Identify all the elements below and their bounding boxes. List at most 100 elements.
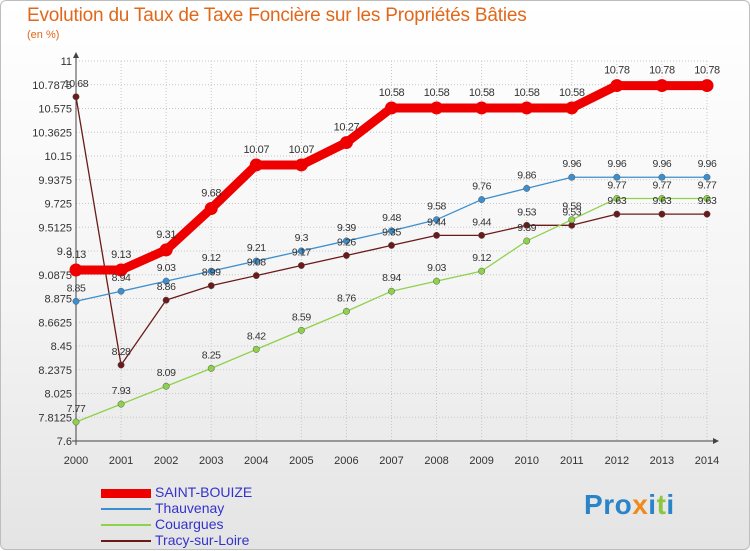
data-point-tracy-sur-loire xyxy=(658,210,666,218)
data-label-thauvenay: 9.39 xyxy=(337,222,356,234)
data-point-saint-bouize xyxy=(249,158,263,172)
data-label-tracy-sur-loire: 9.63 xyxy=(653,195,672,207)
data-point-thauvenay xyxy=(478,196,486,204)
x-tick-label: 2001 xyxy=(109,455,133,467)
data-label-thauvenay: 9.03 xyxy=(157,262,176,274)
data-point-tracy-sur-loire xyxy=(478,231,486,239)
legend-swatch xyxy=(101,508,151,510)
x-tick-label: 2014 xyxy=(695,455,719,467)
data-point-couargues xyxy=(207,364,215,372)
data-point-saint-bouize xyxy=(339,136,353,150)
data-point-saint-bouize xyxy=(655,79,669,93)
data-label-tracy-sur-loire: 9.44 xyxy=(427,216,446,228)
data-label-thauvenay: 8.85 xyxy=(67,282,86,294)
series-lines xyxy=(69,79,714,426)
data-label-tracy-sur-loire: 9.53 xyxy=(517,206,536,218)
y-tick-label: 8.6625 xyxy=(38,317,72,329)
data-label-saint-bouize: 9.68 xyxy=(201,188,221,200)
data-label-couargues: 9.58 xyxy=(562,201,581,213)
data-point-thauvenay xyxy=(433,216,441,224)
x-tick-label: 2009 xyxy=(469,455,493,467)
data-label-tracy-sur-loire: 9.26 xyxy=(337,236,356,248)
y-tick-label: 9.9375 xyxy=(38,175,72,187)
data-point-couargues xyxy=(613,195,621,202)
data-label-thauvenay: 8.94 xyxy=(112,272,131,284)
data-point-tracy-sur-loire xyxy=(162,296,170,304)
data-point-tracy-sur-loire xyxy=(252,272,260,280)
y-tick-label: 10.575 xyxy=(38,104,72,116)
data-label-thauvenay: 9.76 xyxy=(472,181,491,193)
data-label-tracy-sur-loire: 9.17 xyxy=(292,247,311,259)
legend-swatch xyxy=(101,540,151,542)
y-tick-label: 7.6 xyxy=(57,436,72,448)
data-point-saint-bouize xyxy=(520,101,534,115)
y-tick-label: 9.0875 xyxy=(38,270,72,282)
data-label-tracy-sur-loire: 9.35 xyxy=(382,226,401,238)
x-tick-label: 2005 xyxy=(289,455,313,467)
data-point-couargues xyxy=(252,345,260,353)
data-point-tracy-sur-loire xyxy=(433,231,441,239)
x-tick-label: 2004 xyxy=(244,455,268,467)
data-label-couargues: 8.09 xyxy=(157,367,176,379)
data-point-thauvenay xyxy=(252,257,260,265)
legend-label: SAINT-BOUIZE xyxy=(155,484,253,500)
data-label-tracy-sur-loire: 8.28 xyxy=(112,346,131,358)
data-label-tracy-sur-loire: 9.44 xyxy=(472,216,491,228)
data-label-saint-bouize: 10.58 xyxy=(559,87,585,99)
data-label-couargues: 8.76 xyxy=(337,292,356,304)
x-tick-label: 2008 xyxy=(424,455,448,467)
data-point-tracy-sur-loire xyxy=(703,210,711,218)
x-tick-label: 2002 xyxy=(154,455,178,467)
data-point-couargues xyxy=(568,216,576,224)
legend-swatch xyxy=(101,488,151,498)
data-label-thauvenay: 9.86 xyxy=(517,169,536,181)
data-point-tracy-sur-loire xyxy=(342,252,350,259)
data-label-saint-bouize: 9.13 xyxy=(111,249,131,261)
y-tick-label: 8.45 xyxy=(51,341,72,353)
y-tick-label: 7.8125 xyxy=(38,412,72,424)
data-label-saint-bouize: 10.58 xyxy=(514,87,540,99)
data-label-couargues: 9.77 xyxy=(653,179,672,191)
data-label-couargues: 9.77 xyxy=(607,179,626,191)
data-label-couargues: 8.25 xyxy=(202,349,221,361)
data-point-thauvenay xyxy=(162,277,170,285)
data-point-couargues xyxy=(478,267,486,275)
data-point-couargues xyxy=(523,237,531,245)
x-tick-label: 2010 xyxy=(514,455,538,467)
y-tick-label: 10.7875 xyxy=(32,80,72,92)
data-label-tracy-sur-loire: 9.63 xyxy=(607,195,626,207)
data-label-saint-bouize: 10.58 xyxy=(379,87,405,99)
data-label-couargues: 9.39 xyxy=(517,222,536,234)
legend-label: Tracy-sur-Loire xyxy=(155,532,250,548)
data-point-tracy-sur-loire xyxy=(207,282,215,290)
data-point-saint-bouize xyxy=(69,263,83,277)
y-tick-label: 10.15 xyxy=(44,151,72,163)
data-label-couargues: 7.77 xyxy=(67,403,86,415)
data-point-saint-bouize xyxy=(700,79,714,93)
data-point-saint-bouize xyxy=(385,101,398,115)
data-point-tracy-sur-loire xyxy=(72,93,80,101)
data-label-couargues: 9.03 xyxy=(427,262,446,274)
data-label-saint-bouize: 10.07 xyxy=(289,144,315,156)
y-tick-label: 9.3 xyxy=(57,246,72,258)
data-label-saint-bouize: 10.58 xyxy=(424,87,450,99)
data-label-couargues: 8.42 xyxy=(247,330,266,342)
data-label-thauvenay: 9.48 xyxy=(382,212,401,224)
chart-title: Evolution du Taux de Taxe Foncière sur l… xyxy=(27,5,527,26)
data-point-thauvenay xyxy=(703,173,711,181)
data-point-thauvenay xyxy=(523,184,531,192)
legend-swatch xyxy=(101,524,151,526)
data-point-tracy-sur-loire xyxy=(523,221,531,229)
data-label-tracy-sur-loire: 8.99 xyxy=(202,267,221,279)
data-label-thauvenay: 9.96 xyxy=(562,158,581,170)
x-axis-arrow xyxy=(713,438,719,444)
data-label-saint-bouize: 9.31 xyxy=(156,229,176,241)
data-point-tracy-sur-loire xyxy=(117,361,125,369)
data-label-saint-bouize: 10.78 xyxy=(694,65,720,77)
y-tick-label: 8.025 xyxy=(44,389,72,401)
data-point-saint-bouize xyxy=(204,202,218,216)
data-label-saint-bouize: 10.58 xyxy=(469,87,495,99)
y-tick-label: 10.3625 xyxy=(32,127,72,139)
data-label-tracy-sur-loire: 9.63 xyxy=(698,195,717,207)
